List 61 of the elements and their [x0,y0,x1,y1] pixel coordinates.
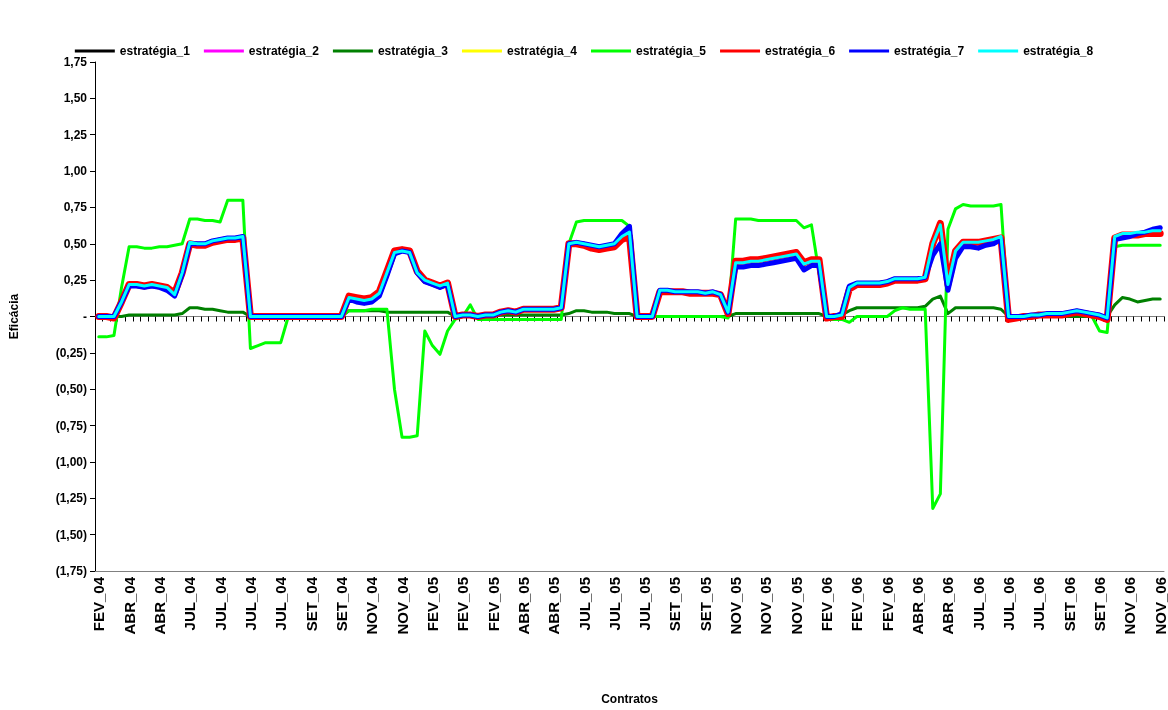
x-tick-label: SET_04 [302,576,320,632]
x-tick-label: FEV_04 [90,576,108,632]
x-tick-label: ABR_04 [150,576,168,635]
x-tick-label: FEV_06 [878,577,896,632]
legend-label: estratégia_8 [1023,44,1094,58]
x-tick-label: ABR_05 [545,577,563,635]
x-tick-label: JUL_04 [272,576,290,631]
y-tick-label: 1,25 [63,127,88,142]
y-tick-label: 0,75 [63,200,88,215]
x-tick-label: ABR_06 [939,577,957,635]
x-tick-label: JUL_04 [181,576,199,631]
x-tick-label: SET_04 [332,576,350,632]
y-tick-label: 0,50 [63,236,88,251]
x-tick-label: JUL_05 [575,577,593,631]
y-axis-title: Eficácia [7,293,21,340]
x-tick-label: JUL_05 [636,577,654,631]
x-tick-label: ABR_05 [514,577,532,635]
y-tick-label: (1,50) [55,527,87,542]
x-tick-label: NOV_04 [363,576,381,635]
y-tick-label: (1,00) [55,454,87,469]
x-tick-label: JUL_06 [1030,577,1048,631]
legend-label: estratégia_5 [636,44,707,58]
legend-label: estratégia_3 [377,44,449,58]
legend-label: estratégia_2 [248,44,320,58]
x-tick-label: NOV_05 [787,577,805,635]
x-tick-label: SET_05 [666,577,684,632]
x-tick-label: JUL_04 [211,576,229,631]
y-tick-label: - [83,309,87,324]
x-tick-label: FEV_06 [818,577,836,632]
x-tick-label: NOV_06 [1151,577,1168,635]
x-tick-label: JUL_04 [241,576,259,631]
y-tick-label: 0,25 [63,273,88,288]
x-tick-label: NOV_04 [393,576,411,635]
x-tick-label: NOV_05 [757,577,775,635]
y-tick-label: 1,75 [63,55,88,69]
x-tick-label: FEV_05 [484,577,502,632]
y-tick-label: 1,00 [63,164,88,179]
x-tick-label: FEV_06 [848,577,866,632]
x-tick-label: NOV_06 [1121,577,1139,635]
y-tick-label: (0,75) [55,418,87,433]
legend-label: estratégia_4 [506,44,578,58]
x-tick-label: FEV_05 [454,577,472,632]
x-tick-label: JUL_06 [1000,577,1018,631]
x-tick-label: NOV_05 [727,577,745,635]
legend-label: estratégia_6 [765,44,836,58]
legend-label: estratégia_1 [119,44,191,58]
x-tick-label: SET_05 [696,577,714,632]
y-tick-label: (1,75) [55,564,87,578]
y-tick-label: (1,25) [55,491,87,506]
x-tick-label: JUL_06 [969,577,987,631]
x-tick-label: ABR_04 [120,576,138,635]
y-tick-label: 1,50 [63,91,88,106]
x-tick-label: SET_06 [1060,577,1078,632]
x-tick-label: ABR_06 [909,577,927,635]
x-tick-label: SET_06 [1091,577,1109,632]
y-tick-label: (0,25) [55,345,87,360]
x-tick-label: JUL_05 [605,577,623,631]
x-tick-label: FEV_05 [423,577,441,632]
x-axis-title: Contratos [601,692,659,706]
legend-label: estratégia_7 [894,44,965,58]
y-tick-label: (0,50) [55,382,87,397]
